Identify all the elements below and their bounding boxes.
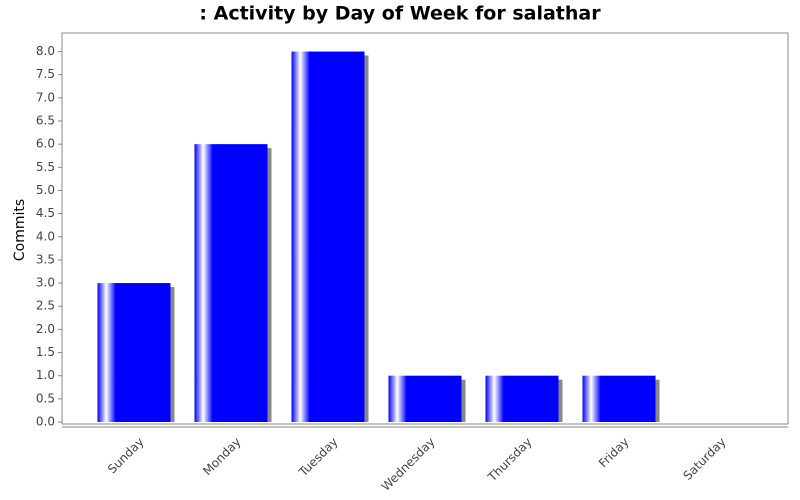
y-tick-label: 1.5 — [36, 345, 55, 359]
bar — [485, 375, 559, 422]
plot-area — [61, 32, 789, 425]
bar — [97, 283, 171, 422]
y-tick-label: 0.5 — [36, 391, 55, 405]
y-tick-label: 4.5 — [36, 206, 55, 220]
y-tick-label: 0.0 — [36, 415, 55, 429]
y-tick-label: 7.5 — [36, 67, 55, 81]
y-tick-label: 6.5 — [36, 113, 55, 127]
bar — [582, 375, 656, 422]
bar — [194, 144, 268, 422]
y-tick-label: 2.0 — [36, 322, 55, 336]
y-tick-label: 3.5 — [36, 252, 55, 266]
y-tick-label: 8.0 — [36, 44, 55, 58]
y-tick-label: 5.0 — [36, 183, 55, 197]
chart-title: : Activity by Day of Week for salathar — [199, 3, 601, 25]
y-tick-label: 7.0 — [36, 90, 55, 104]
y-axis-label: Commits — [12, 199, 28, 261]
y-tick-label: 1.0 — [36, 368, 55, 382]
bar — [388, 375, 462, 422]
y-tick-label: 4.0 — [36, 229, 55, 243]
y-tick-label: 2.5 — [36, 299, 55, 313]
bar — [291, 51, 365, 423]
y-tick-label: 3.0 — [36, 276, 55, 290]
y-tick-label: 5.5 — [36, 160, 55, 174]
y-tick-label: 6.0 — [36, 137, 55, 151]
